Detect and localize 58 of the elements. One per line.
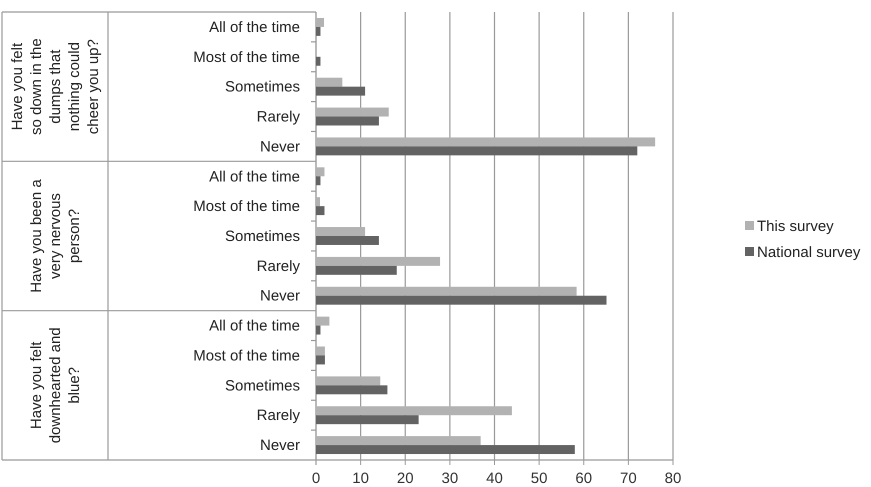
x-tick-label: 10 [352,470,369,487]
bar [316,326,320,335]
bar [316,385,388,394]
y-tick-label: All of the time [209,168,300,186]
x-tick-label: 30 [442,470,458,487]
bar [316,355,325,364]
bar [316,197,320,206]
y-tick-label: Never [260,288,300,305]
bar [316,167,324,176]
bar [316,78,342,87]
legend-label: National survey [757,244,861,261]
y-tick-label: Never [260,138,300,156]
x-tick-label: 60 [575,470,592,487]
y-tick-label: Most of the time [193,48,300,66]
bar [316,18,324,27]
bar [316,445,575,454]
bar [316,316,330,326]
bar [316,266,397,275]
y-tick-label: Sometimes [224,377,300,394]
y-tick-label: Rarely [256,407,300,424]
y-tick-label: All of the time [209,18,300,36]
text: Have you been a very nervous person? [28,178,83,293]
bar [316,176,320,186]
bar [316,206,324,216]
bar [316,436,481,446]
x-tick-label: 0 [312,470,320,487]
y-tick-label: Sometimes [224,228,300,245]
y-tick-label: Rarely [256,258,300,275]
x-tick-label: 20 [396,470,414,487]
x-tick-label: 70 [620,470,637,487]
bar [316,406,512,416]
bar [316,116,379,126]
y-tick-label: Rarely [256,108,300,126]
x-tick-label: 40 [486,470,503,487]
bar [316,296,607,305]
bar [316,256,440,266]
y-tick-label: Never [260,437,300,454]
bar [316,108,389,117]
y-tick-label: Most of the time [193,347,300,364]
bar [316,86,366,96]
bar [316,376,380,386]
x-tick-label: 80 [664,470,682,487]
x-tick-label: 50 [530,470,548,487]
bar [316,286,577,296]
y-tick-label: Sometimes [224,78,300,96]
bar [316,346,325,356]
bar [316,56,320,66]
text: Have you felt downhearted and blue? [28,327,83,444]
bar [316,236,379,245]
legend-label: This survey [757,218,834,235]
bar [316,227,366,236]
y-tick-label: Most of the time [193,198,300,216]
text: Have you felt so down in the dumps that nothing could cheer you up? [9,38,102,136]
bar [316,415,419,424]
y-tick-label: All of the time [209,318,300,335]
bar [316,137,656,146]
bar [316,26,320,36]
bar [316,146,638,156]
